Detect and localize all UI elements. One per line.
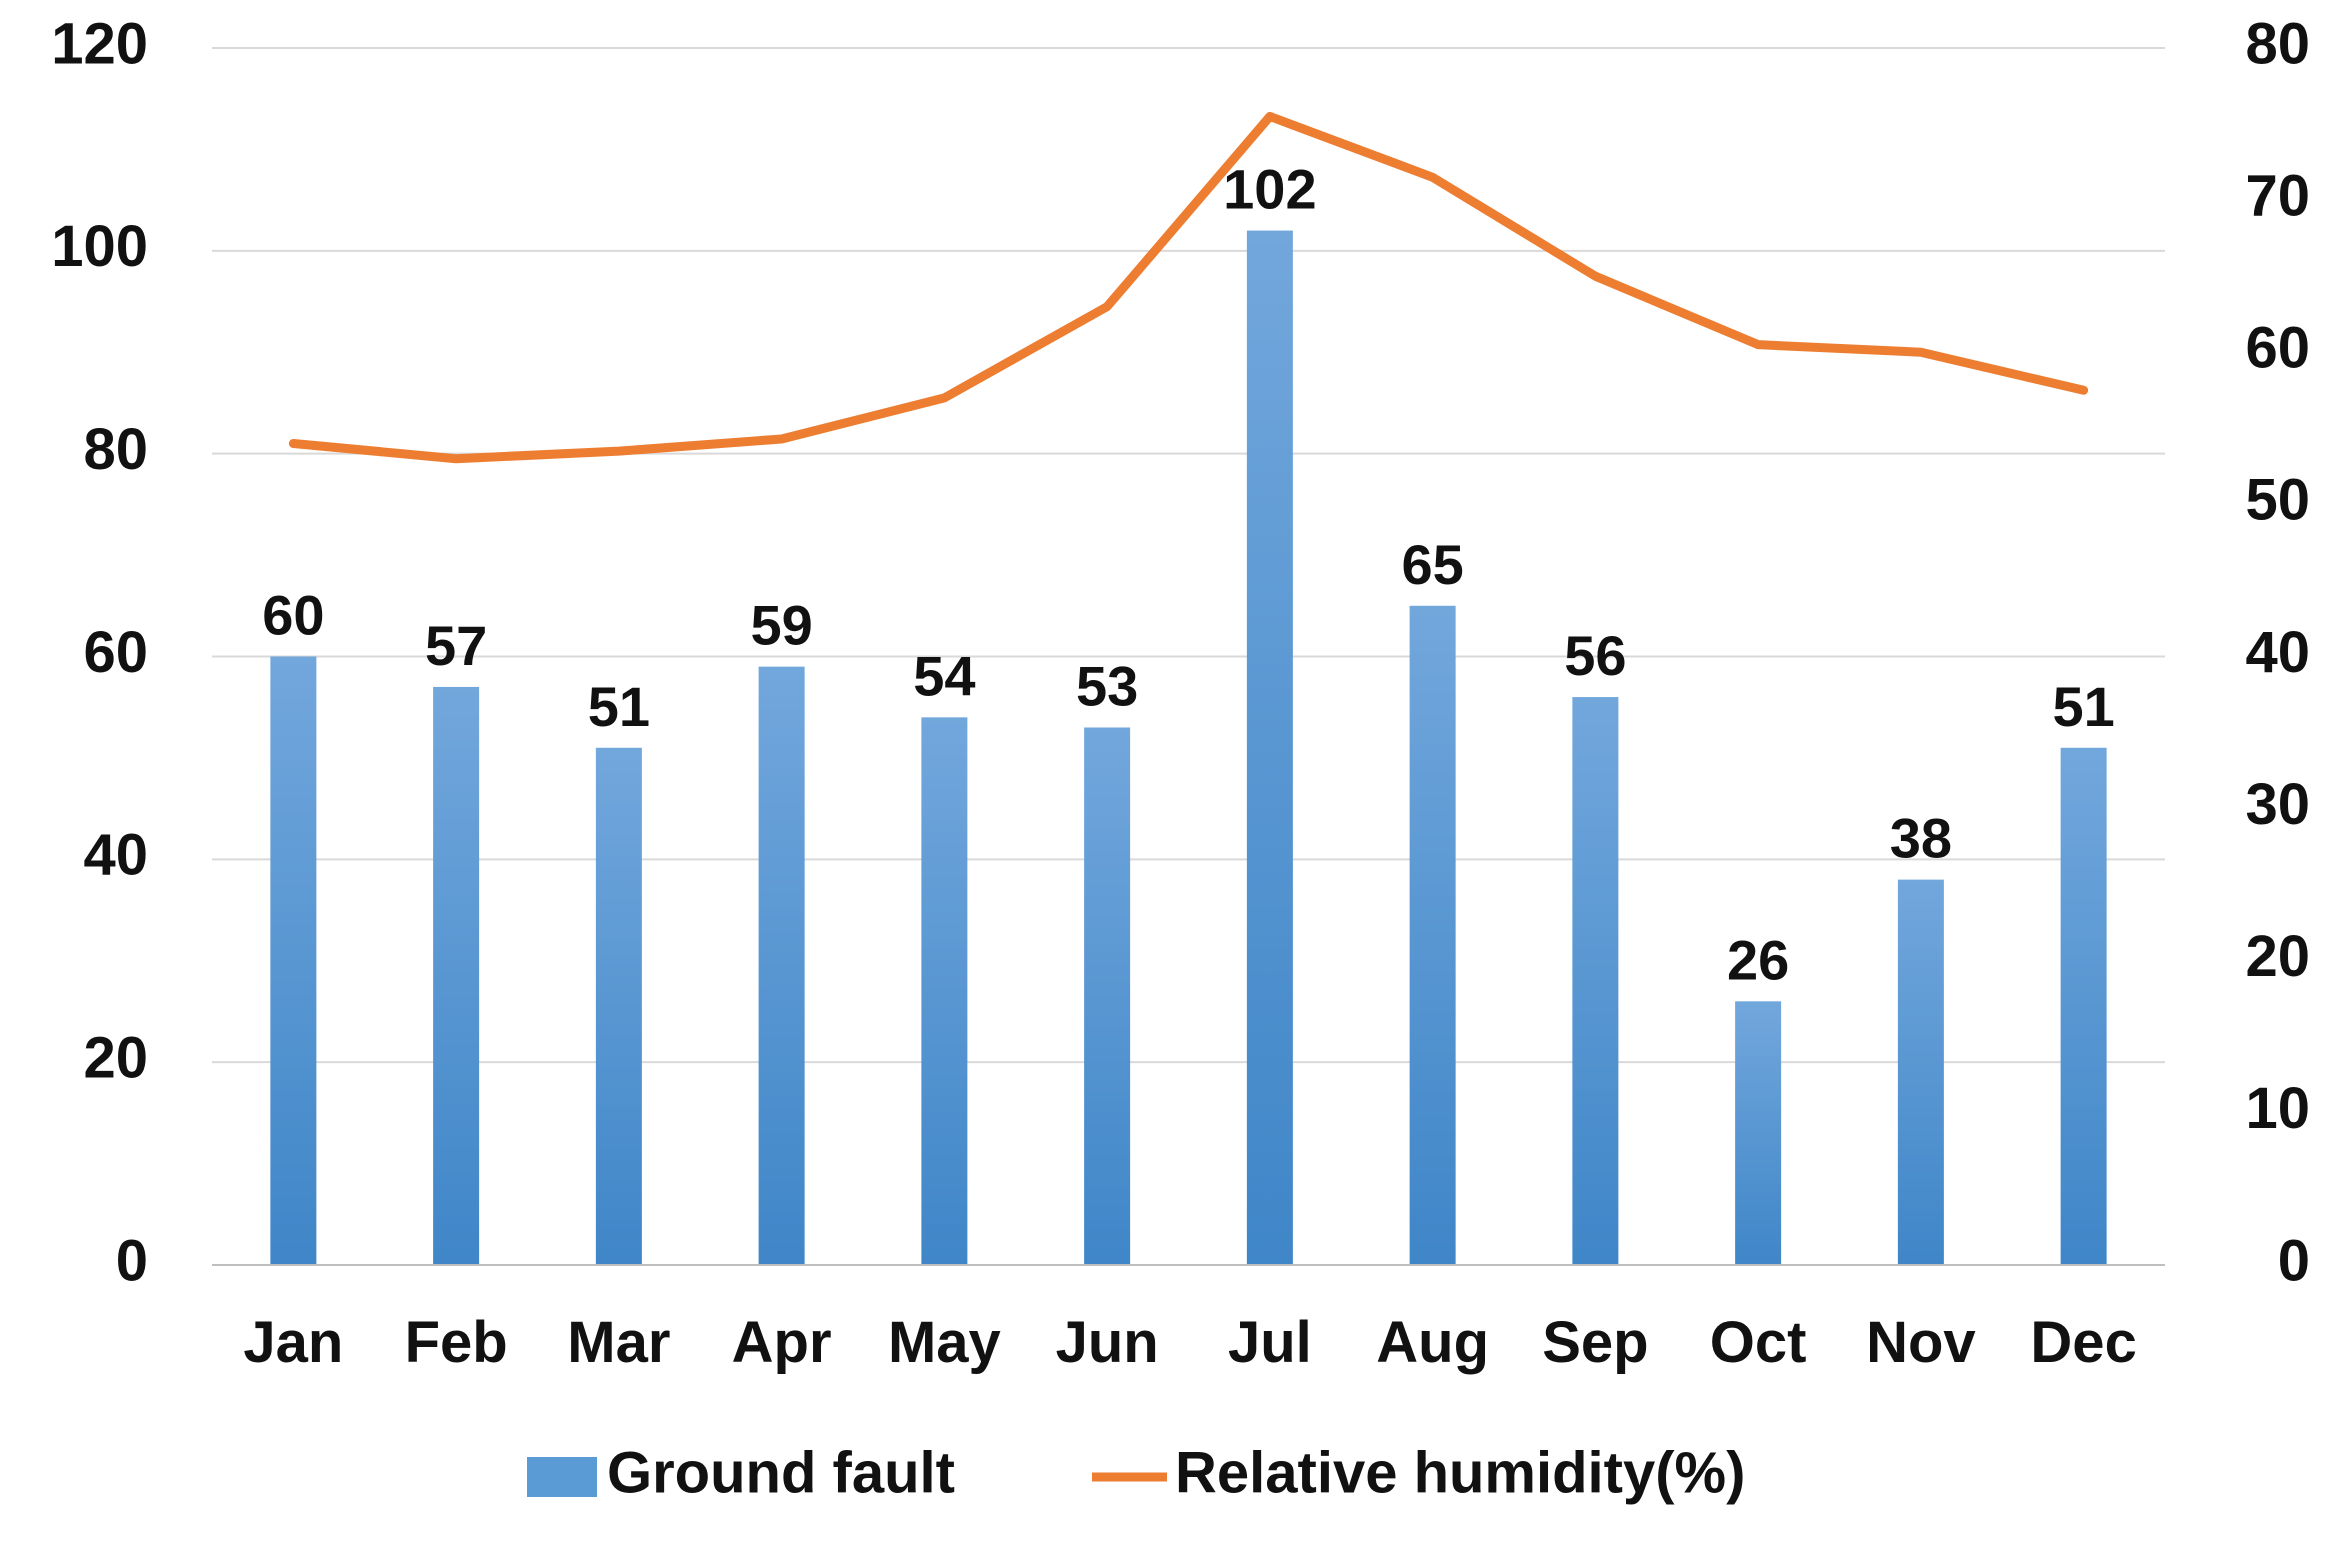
legend-ground-fault-swatch — [527, 1457, 597, 1497]
x-tick-label: Sep — [1542, 1310, 1648, 1375]
humidity-point-jan — [292, 442, 295, 445]
x-tick-label: May — [888, 1310, 1001, 1375]
data-label-apr: 59 — [750, 594, 812, 657]
humidity-line — [288, 111, 2089, 464]
x-tick-label: Nov — [1866, 1310, 1976, 1375]
bar-nov — [1897, 879, 1944, 1265]
data-label-sep: 56 — [1564, 624, 1626, 687]
legend-humidity-label: Relative humidity(%) — [1175, 1440, 1745, 1505]
legend-ground-fault-label: Ground fault — [607, 1440, 955, 1505]
x-tick-label: Oct — [1710, 1310, 1807, 1375]
humidity-point-apr — [780, 437, 783, 440]
x-tick-label: Feb — [405, 1310, 508, 1375]
right-y-axis: 0 10 20 30 40 50 60 70 80 — [2245, 11, 2310, 1293]
humidity-point-nov — [1919, 351, 1922, 354]
right-tick-label: 50 — [2245, 468, 2310, 533]
right-tick-label: 20 — [2245, 924, 2310, 989]
data-label-mar: 51 — [588, 675, 650, 738]
left-tick-label: 60 — [83, 620, 148, 685]
humidity-point-sep — [1594, 275, 1597, 278]
left-tick-label: 100 — [51, 214, 148, 279]
data-label-oct: 26 — [1727, 928, 1789, 991]
right-tick-label: 40 — [2245, 620, 2310, 685]
humidity-point-may — [943, 396, 946, 399]
x-tick-label: Mar — [567, 1310, 670, 1375]
data-label-nov: 38 — [1890, 807, 1952, 870]
bar-sep — [1572, 697, 1619, 1265]
humidity-point-oct — [1757, 343, 1760, 346]
bar-aug — [1409, 605, 1456, 1265]
bar-jan — [270, 656, 317, 1265]
humidity-point-aug — [1431, 176, 1434, 179]
data-label-dec: 51 — [2052, 675, 2114, 738]
bar-oct — [1735, 1001, 1782, 1265]
left-tick-label: 80 — [83, 417, 148, 482]
bar-feb — [433, 686, 480, 1265]
x-tick-label: Jun — [1056, 1310, 1159, 1375]
ground-fault-bars — [270, 230, 2107, 1265]
right-tick-label: 10 — [2245, 1076, 2310, 1141]
right-tick-label: 0 — [2278, 1228, 2310, 1293]
bar-data-labels: 60 57 51 59 54 53 102 65 56 26 38 51 — [262, 158, 2115, 992]
right-tick-label: 60 — [2245, 316, 2310, 381]
bar-may — [921, 717, 968, 1265]
bar-dec — [2060, 747, 2107, 1265]
left-tick-label: 120 — [51, 11, 148, 76]
right-tick-label: 80 — [2245, 11, 2310, 76]
humidity-point-feb — [455, 457, 458, 460]
x-tick-label: Apr — [732, 1310, 832, 1375]
data-label-jun: 53 — [1076, 654, 1138, 717]
right-tick-label: 30 — [2245, 772, 2310, 837]
x-tick-label: Dec — [2030, 1310, 2136, 1375]
bar-apr — [758, 666, 805, 1265]
humidity-point-mar — [617, 450, 620, 453]
bar-mar — [595, 747, 642, 1265]
data-label-jul: 102 — [1223, 158, 1316, 221]
humidity-point-dec — [2082, 389, 2085, 392]
left-y-axis: 0 20 40 60 80 100 120 — [51, 11, 148, 1293]
humidity-point-jun — [1106, 305, 1109, 308]
left-tick-label: 20 — [83, 1025, 148, 1090]
x-tick-label: Jul — [1228, 1310, 1312, 1375]
legend: Ground fault Relative humidity(%) — [527, 1440, 1745, 1505]
x-tick-label: Aug — [1376, 1310, 1489, 1375]
data-label-may: 54 — [913, 644, 975, 707]
left-tick-label: 0 — [116, 1228, 148, 1293]
bar-jul — [1246, 230, 1293, 1265]
right-tick-label: 70 — [2245, 163, 2310, 228]
data-label-feb: 57 — [425, 614, 487, 677]
data-label-aug: 65 — [1401, 533, 1463, 596]
left-tick-label: 40 — [83, 823, 148, 888]
gridlines — [212, 47, 2165, 1266]
humidity-point-jul — [1268, 115, 1271, 118]
x-axis: Jan Feb Mar Apr May Jun Jul Aug Sep Oct Nov Dec — [212, 1264, 2165, 1375]
data-label-jan: 60 — [262, 584, 324, 647]
bar-jun — [1084, 727, 1131, 1265]
x-tick-label: Jan — [243, 1310, 343, 1375]
humidity-polyline — [288, 111, 2089, 464]
